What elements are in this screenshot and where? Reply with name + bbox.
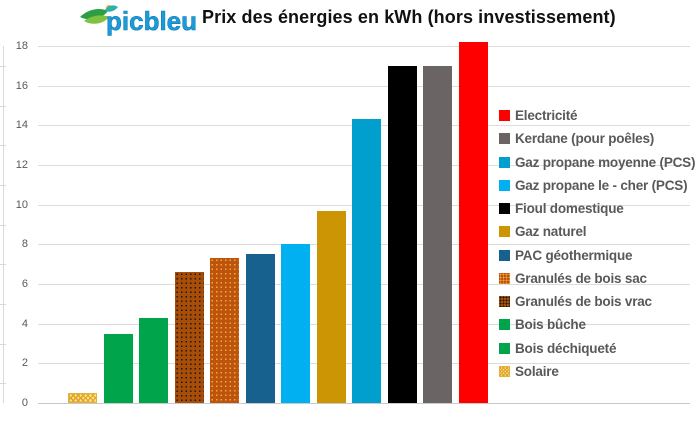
legend-item-bois-buche: Bois bûche [499,313,586,335]
y-axis-minor-tick [0,145,6,146]
legend-item-gaz-propane-moyenne-pcs: Gaz propane moyenne (PCS) [499,151,695,173]
bar-gaz-propane-moyenne-pcs [352,119,381,403]
gridline-y-16 [38,86,690,87]
bar-solaire [68,393,97,403]
legend-label: Gaz propane le - cher (PCS) [515,177,688,193]
y-axis-minor-tick [0,225,6,226]
y-axis-minor-tick [0,66,6,67]
bar-electricite [459,42,488,403]
y-axis-minor-tick [0,106,6,107]
legend-label: Gaz naturel [515,223,587,239]
y-axis-minor-tick [0,264,6,265]
y-axis-label: 12 [15,159,28,171]
y-axis-label: 4 [21,318,28,330]
y-axis-minor-tick [0,304,6,305]
y-axis-minor-tick [0,383,6,384]
legend-label: Fioul domestique [515,200,624,216]
bar-bois-buche [139,318,168,403]
legend-item-pac-geothermique: PAC géothermique [499,244,633,266]
legend-label: Kerdane (pour poêles) [515,130,655,146]
legend-item-granules-de-bois-vrac: Granulés de bois vrac [499,290,652,312]
logo-text: picbleu [106,6,197,36]
y-axis-minor-tick [0,185,6,186]
legend-item-fioul-domestique: Fioul domestique [499,197,624,219]
y-axis-label: 8 [21,238,28,250]
gridline-y-18 [38,46,690,47]
bar-granules-de-bois-vrac [175,272,204,403]
legend-swatch-kerdane-pour-poeles [499,132,510,144]
legend-swatch-gaz-naturel [499,225,510,237]
legend-swatch-solaire [499,365,510,377]
legend-label: Granulés de bois vrac [515,293,652,309]
legend-item-bois-dechiquete: Bois déchiqueté [499,337,616,359]
legend-swatch-granules-de-bois-vrac [499,295,510,307]
leaf-icon [80,5,118,24]
legend-label: Electricité [515,107,578,123]
legend-label: Solaire [515,363,559,379]
legend-label: Bois bûche [515,316,586,332]
y-axis-label: 0 [21,397,28,409]
legend-item-solaire: Solaire [499,360,559,382]
legend-label: PAC géothermique [515,247,633,263]
legend-item-granules-de-bois-sac: Granulés de bois sac [499,267,647,289]
legend-swatch-electricite [499,109,510,121]
bar-kerdane-pour-poeles [423,66,452,403]
legend-swatch-granules-de-bois-sac [499,272,510,284]
legend-swatch-fioul-domestique [499,202,510,214]
legend-swatch-pac-geothermique [499,249,510,261]
gridline-y-0 [38,403,690,404]
legend-swatch-bois-dechiquete [499,342,510,354]
bar-fioul-domestique [388,66,417,403]
bar-gaz-naturel [317,211,346,403]
bar-bois-dechiquete [104,334,133,403]
y-axis-label: 6 [21,278,28,290]
legend-label: Gaz propane moyenne (PCS) [515,154,695,170]
legend-label: Granulés de bois sac [515,270,647,286]
bar-pac-geothermique [246,254,275,403]
chart-title: Prix des énergies en kWh (hors investiss… [202,7,616,27]
y-axis-minor-tick [0,344,6,345]
bar-gaz-propane-le-cher-pcs [281,244,310,403]
bar-granules-de-bois-sac [210,258,239,403]
legend-item-gaz-propane-le-cher-pcs: Gaz propane le - cher (PCS) [499,174,688,196]
y-axis-label: 14 [15,119,28,131]
y-axis-label: 2 [21,357,28,369]
legend-item-kerdane-pour-poeles: Kerdane (pour poêles) [499,127,654,149]
picbleu-logo: picbleu [80,5,197,36]
y-axis-label: 10 [15,199,28,211]
legend-item-electricite: Electricité [499,104,578,126]
legend-label: Bois déchiqueté [515,340,617,356]
legend-item-gaz-naturel: Gaz naturel [499,220,587,242]
legend-swatch-gaz-propane-moyenne-pcs [499,156,510,168]
y-axis-label: 18 [15,40,28,52]
legend-swatch-bois-buche [499,318,510,330]
y-axis-line [3,46,4,403]
legend-swatch-gaz-propane-le-cher-pcs [499,179,510,191]
y-axis-label: 16 [15,80,28,92]
